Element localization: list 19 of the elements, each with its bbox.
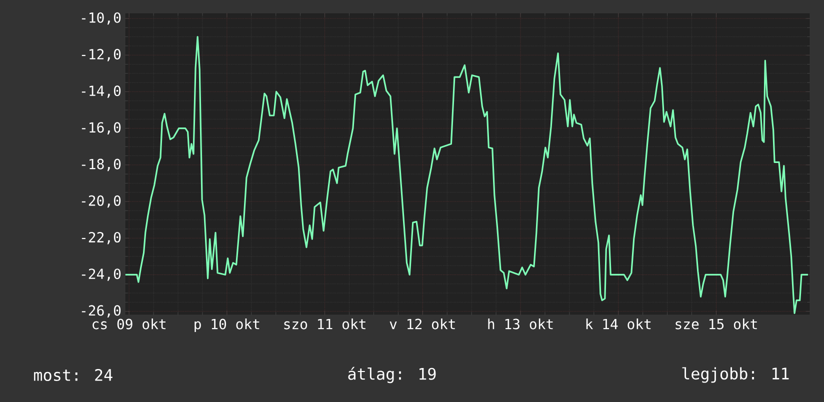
x-tick-label: h 13 okt [488, 318, 553, 330]
x-tick-label: cs 09 okt [92, 318, 166, 330]
x-tick-label: szo 11 okt [284, 318, 366, 330]
text: átlag: 19 [348, 366, 436, 384]
x-tick-label: p 10 okt [194, 318, 260, 332]
y-tick-label: -26,0 [82, 305, 121, 318]
x-tick-label: v 12 okt [390, 318, 455, 330]
text: most: 24 [34, 368, 112, 382]
y-tick-label: -24,0 [82, 268, 121, 281]
y-tick-label: -14,0 [82, 86, 121, 98]
text: legjobb: 11 [682, 367, 789, 383]
x-tick-label: sze 15 okt [676, 318, 757, 330]
y-tick-label: -18,0 [82, 158, 121, 172]
y-tick-label: -20,0 [82, 195, 121, 208]
y-tick-label: -22,0 [82, 232, 121, 244]
x-tick-label: k 14 okt [586, 318, 651, 330]
y-tick-label: -16,0 [82, 122, 121, 134]
y-tick-label: -10,0 [82, 12, 121, 25]
y-tick-label: -12,0 [82, 48, 121, 62]
